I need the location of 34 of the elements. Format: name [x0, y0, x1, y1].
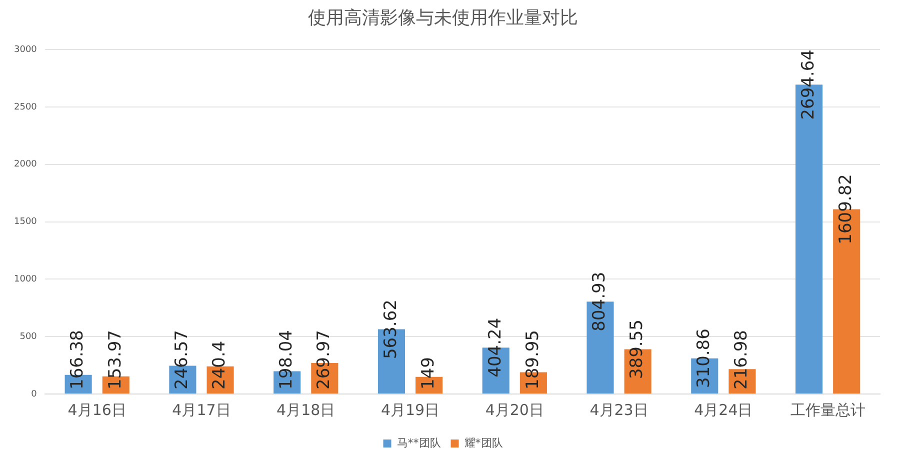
- y-tick-label: 2000: [14, 160, 38, 170]
- data-label: 2694.64: [798, 50, 818, 120]
- data-label: 563.62: [380, 300, 401, 360]
- data-label: 1609.82: [836, 174, 856, 244]
- data-label: 166.38: [68, 330, 88, 390]
- data-label: 153.97: [105, 330, 126, 390]
- x-tick-label: 4月20日: [485, 400, 544, 419]
- x-tick-label: 工作量总计: [790, 400, 866, 419]
- data-label: 246.57: [172, 330, 192, 390]
- y-tick-label: 0: [31, 389, 38, 400]
- y-tick-label: 1000: [14, 274, 38, 285]
- x-tick-label: 4月23日: [590, 400, 648, 419]
- data-label: 310.86: [694, 328, 714, 388]
- y-tick-label: 500: [20, 332, 38, 342]
- data-label: 198.04: [276, 330, 297, 390]
- legend-label: 马**团队: [396, 436, 441, 450]
- data-label: 216.98: [732, 330, 752, 390]
- x-tick-label: 4月18日: [276, 400, 336, 419]
- y-tick-label: 3000: [14, 44, 38, 55]
- data-label: 240.4: [210, 340, 230, 390]
- legend-label: 耀*团队: [464, 436, 503, 450]
- y-tick-label: 1500: [14, 217, 38, 228]
- data-label: 404.24: [485, 318, 506, 378]
- chart-title: 使用高清影像与未使用作业量对比: [308, 7, 578, 28]
- x-tick-label: 4月16日: [68, 400, 126, 419]
- x-tick-label: 4月17日: [172, 400, 231, 419]
- data-label: 189.95: [522, 330, 543, 390]
- x-tick-label: 4月24日: [694, 400, 753, 419]
- data-label: 269.97: [314, 330, 334, 390]
- y-tick-label: 2500: [14, 102, 38, 112]
- data-label: 389.55: [627, 320, 648, 380]
- data-label: 804.93: [590, 272, 610, 332]
- x-tick-label: 4月19日: [380, 400, 440, 419]
- data-label: 149: [418, 357, 438, 390]
